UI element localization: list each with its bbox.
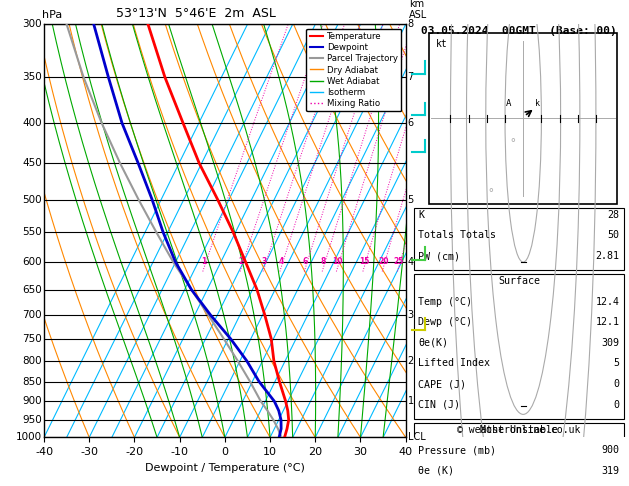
Text: 1: 1 [408, 396, 414, 406]
Text: 50: 50 [608, 230, 620, 241]
Text: Most Unstable: Most Unstable [480, 425, 558, 434]
Text: 900: 900 [23, 396, 42, 406]
Text: 900: 900 [601, 445, 620, 455]
Text: K: K [418, 210, 425, 220]
Text: 350: 350 [23, 72, 42, 82]
Text: 12.1: 12.1 [596, 317, 620, 327]
Text: 309: 309 [601, 338, 620, 348]
Text: 7: 7 [408, 72, 414, 82]
Text: 600: 600 [23, 257, 42, 267]
Text: 10: 10 [332, 257, 343, 266]
Text: PW (cm): PW (cm) [418, 251, 460, 261]
Text: 20: 20 [378, 257, 389, 266]
Text: 6: 6 [303, 257, 308, 266]
Text: 0: 0 [613, 379, 620, 389]
Text: Dewp (°C): Dewp (°C) [418, 317, 472, 327]
Text: 1: 1 [201, 257, 207, 266]
Text: 15: 15 [359, 257, 369, 266]
Text: © weatheronline.co.uk: © weatheronline.co.uk [457, 425, 581, 435]
Text: θe(K): θe(K) [418, 338, 448, 348]
Text: km
ASL: km ASL [409, 0, 428, 20]
Text: 400: 400 [23, 118, 42, 128]
Text: 4: 4 [279, 257, 284, 266]
Legend: Temperature, Dewpoint, Parcel Trajectory, Dry Adiabat, Wet Adiabat, Isotherm, Mi: Temperature, Dewpoint, Parcel Trajectory… [306, 29, 401, 111]
Text: hPa: hPa [42, 10, 62, 20]
Text: 5: 5 [613, 359, 620, 368]
Text: 8: 8 [321, 257, 326, 266]
Text: 1000: 1000 [16, 433, 42, 442]
Text: 4: 4 [408, 257, 414, 267]
Text: 300: 300 [23, 19, 42, 29]
Text: 500: 500 [23, 194, 42, 205]
Bar [414, 274, 624, 419]
Text: 8: 8 [408, 19, 414, 29]
X-axis label: Dewpoint / Temperature (°C): Dewpoint / Temperature (°C) [145, 463, 305, 473]
Text: kt: kt [435, 39, 447, 49]
Text: 450: 450 [23, 158, 42, 169]
Text: Totals Totals: Totals Totals [418, 230, 496, 241]
Text: k: k [535, 99, 540, 108]
Text: °: ° [509, 138, 516, 148]
Text: Surface: Surface [498, 276, 540, 286]
Text: 800: 800 [23, 356, 42, 366]
Text: 550: 550 [23, 227, 42, 237]
Text: 2.81: 2.81 [596, 251, 620, 261]
Text: 28: 28 [608, 210, 620, 220]
Text: θe (K): θe (K) [418, 466, 454, 476]
Text: 700: 700 [23, 310, 42, 320]
Text: 3: 3 [262, 257, 267, 266]
Text: 319: 319 [601, 466, 620, 476]
Text: Pressure (mb): Pressure (mb) [418, 445, 496, 455]
Text: 2: 2 [408, 356, 414, 366]
Text: 5: 5 [408, 194, 414, 205]
Text: LCL: LCL [408, 433, 425, 442]
Text: 3: 3 [408, 310, 414, 320]
Text: 950: 950 [23, 415, 42, 425]
Text: CAPE (J): CAPE (J) [418, 379, 467, 389]
Text: 750: 750 [23, 334, 42, 344]
Text: CIN (J): CIN (J) [418, 400, 460, 410]
Bar [414, 423, 624, 486]
Text: 25: 25 [393, 257, 404, 266]
Text: 03.05.2024  00GMT  (Base: 00): 03.05.2024 00GMT (Base: 00) [421, 26, 617, 36]
Text: Lifted Index: Lifted Index [418, 359, 491, 368]
Text: 0: 0 [613, 400, 620, 410]
Bar [414, 208, 624, 270]
Text: 6: 6 [408, 118, 414, 128]
Text: 2: 2 [238, 257, 244, 266]
Text: A: A [506, 99, 511, 108]
Text: 12.4: 12.4 [596, 296, 620, 307]
Text: 650: 650 [23, 285, 42, 295]
Text: 53°13'N  5°46'E  2m  ASL: 53°13'N 5°46'E 2m ASL [116, 7, 276, 20]
Text: 850: 850 [23, 377, 42, 387]
Text: °: ° [487, 188, 494, 198]
Bar [429, 33, 617, 204]
Text: Temp (°C): Temp (°C) [418, 296, 472, 307]
